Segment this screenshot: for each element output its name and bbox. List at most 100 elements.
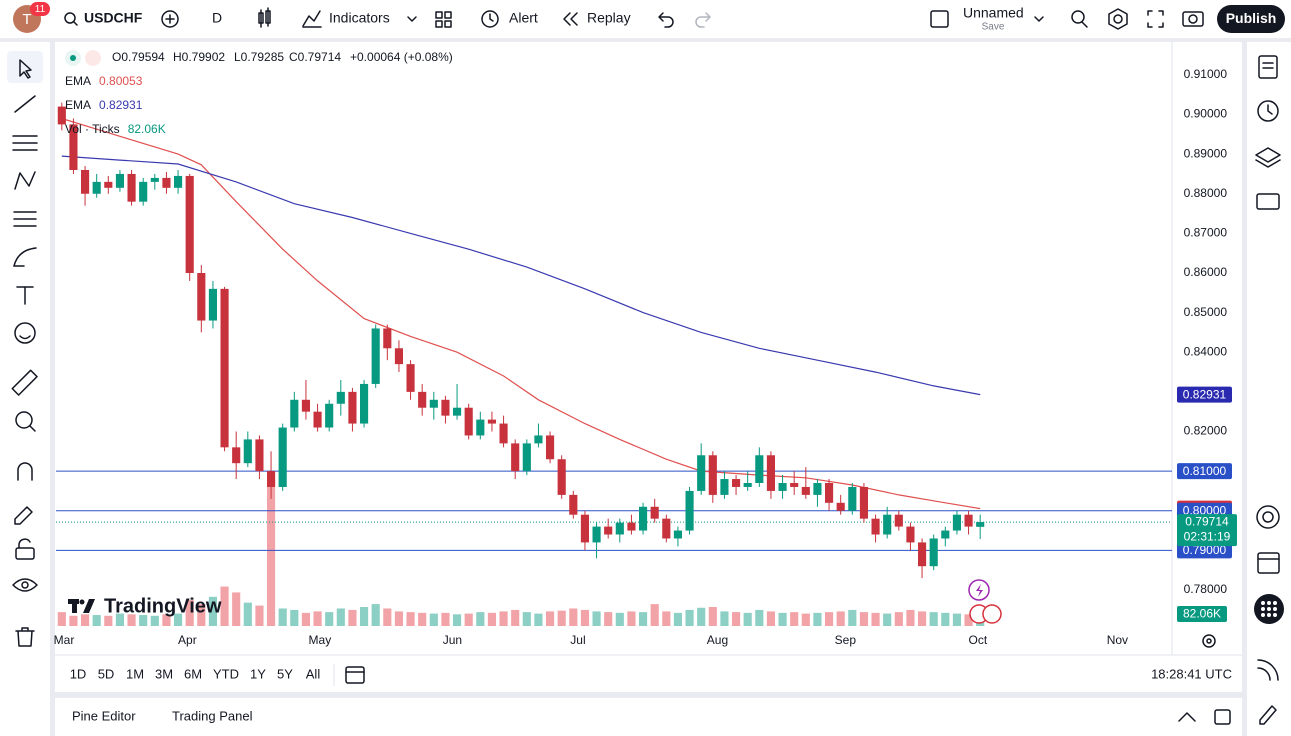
range-button[interactable]: 6M <box>184 666 202 681</box>
replay-button[interactable]: Replay <box>587 10 631 26</box>
left-tools[interactable] <box>11 59 38 647</box>
volume-bar <box>255 605 264 626</box>
maximize-button[interactable] <box>1214 709 1231 725</box>
candle-body <box>266 471 276 487</box>
candle-body <box>406 364 415 392</box>
templates-icon[interactable] <box>435 11 452 28</box>
range-button[interactable]: 1M <box>126 666 144 681</box>
snapshot-icon[interactable] <box>1182 11 1204 27</box>
candle-body <box>824 483 834 503</box>
candle-body <box>545 435 555 460</box>
indicators-button[interactable]: Indicators <box>329 10 390 26</box>
quick-search-icon[interactable] <box>1071 10 1088 28</box>
candle-body <box>964 514 973 527</box>
trading-panel-tab[interactable]: Trading Panel <box>172 708 253 723</box>
collapse-button[interactable] <box>1178 712 1196 722</box>
candle-body <box>511 443 520 472</box>
candle-body <box>348 391 357 424</box>
range-button[interactable]: 1D <box>70 666 87 681</box>
replay-icon[interactable] <box>563 12 578 26</box>
candle-body <box>790 483 799 487</box>
candle-body <box>162 177 171 188</box>
candle-body <box>778 483 787 491</box>
candle-body <box>534 435 543 444</box>
undo-icon[interactable] <box>658 12 674 28</box>
range-button[interactable]: All <box>306 666 321 681</box>
date-range-icon[interactable] <box>345 666 365 684</box>
chart-type-icon[interactable] <box>258 7 271 28</box>
event-marker[interactable] <box>982 604 1002 624</box>
ema-line <box>61 155 981 396</box>
settings-icon[interactable] <box>1108 8 1128 30</box>
candle-body <box>859 486 869 519</box>
candle-body <box>708 455 717 495</box>
volume-bar <box>476 612 485 626</box>
volume-bar <box>57 612 66 626</box>
range-button[interactable]: 5Y <box>277 666 293 681</box>
layout-status: Save <box>982 22 1005 33</box>
search-icon[interactable] <box>64 12 78 26</box>
volume-bar <box>162 614 171 626</box>
layout-icon[interactable] <box>930 10 949 28</box>
symbol[interactable]: USDCHF <box>84 10 143 26</box>
volume-bar <box>127 614 136 626</box>
indicators-menu[interactable] <box>407 16 417 22</box>
volume-bar <box>813 612 822 626</box>
candle-body <box>813 483 822 495</box>
candle-body <box>766 455 776 491</box>
event-icon <box>976 584 983 597</box>
last-price-label: 0.79714 <box>1185 515 1229 529</box>
candle-body <box>220 288 229 448</box>
price-badge <box>1177 386 1232 403</box>
indicator-name: Vol · Ticks <box>65 122 120 136</box>
candle-body <box>464 407 473 436</box>
volume-bar <box>720 611 729 626</box>
volume-bar <box>627 611 636 626</box>
fullscreen-icon[interactable] <box>1147 10 1164 28</box>
volume-bar <box>383 608 392 626</box>
candle-body <box>755 455 764 483</box>
volume-bar <box>964 614 973 626</box>
volume-bar <box>569 608 578 626</box>
indicator-value: 0.82931 <box>99 98 143 112</box>
right-tools[interactable] <box>1255 55 1281 725</box>
volume-bar <box>743 612 752 626</box>
pine-editor-tab[interactable]: Pine Editor <box>72 708 136 723</box>
range-button[interactable]: 3M <box>155 666 173 681</box>
publish-button[interactable] <box>1217 5 1285 33</box>
market-status <box>70 55 76 61</box>
volume-bar <box>917 611 927 626</box>
x-tick-label: Sep <box>835 633 857 647</box>
scale-settings-icon[interactable] <box>1202 634 1216 648</box>
alert-button[interactable]: Alert <box>509 10 538 26</box>
layout-name[interactable]: Unnamed <box>963 5 1024 21</box>
indicators-icon[interactable] <box>302 10 322 28</box>
redo-icon[interactable] <box>695 12 711 28</box>
candle-body <box>139 181 148 202</box>
range-button[interactable]: YTD <box>213 666 239 681</box>
alert-icon[interactable] <box>481 10 499 28</box>
compare-icon[interactable] <box>161 10 179 28</box>
volume-bar <box>883 613 892 626</box>
interval[interactable]: D <box>212 10 222 26</box>
volume-bar <box>929 612 938 626</box>
ohlc-value: O0.79594 <box>112 50 165 64</box>
candle-body <box>662 518 671 539</box>
y-tick-label: 0.89000 <box>1184 146 1228 160</box>
volume-bar <box>859 612 869 626</box>
volume-bar <box>731 612 741 626</box>
candle-body <box>650 506 659 519</box>
range-button[interactable]: 1Y <box>250 666 266 681</box>
x-tick-label: Jul <box>570 633 585 647</box>
range-button[interactable]: 5D <box>98 666 115 681</box>
candle-body <box>359 383 369 424</box>
watermark-logo <box>68 599 95 613</box>
layout-menu[interactable] <box>1034 16 1044 22</box>
candle-body <box>557 459 566 495</box>
indicator-value: 0.80053 <box>99 74 143 88</box>
volume-bar <box>650 604 659 626</box>
bar-countdown: 02:31:19 <box>1184 530 1231 544</box>
price-badge <box>1177 542 1232 559</box>
ohlc-value: +0.00064 (+0.08%) <box>350 50 453 64</box>
price-badge-label: 0.82931 <box>1183 387 1227 401</box>
